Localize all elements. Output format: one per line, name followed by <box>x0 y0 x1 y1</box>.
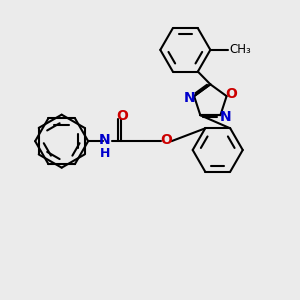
Text: O: O <box>160 133 172 147</box>
Text: N: N <box>183 91 195 105</box>
Text: N: N <box>220 110 231 124</box>
Text: O: O <box>116 109 128 123</box>
Text: O: O <box>225 87 237 101</box>
Text: H: H <box>100 147 110 160</box>
Text: N: N <box>98 133 110 147</box>
Text: CH₃: CH₃ <box>230 43 251 56</box>
